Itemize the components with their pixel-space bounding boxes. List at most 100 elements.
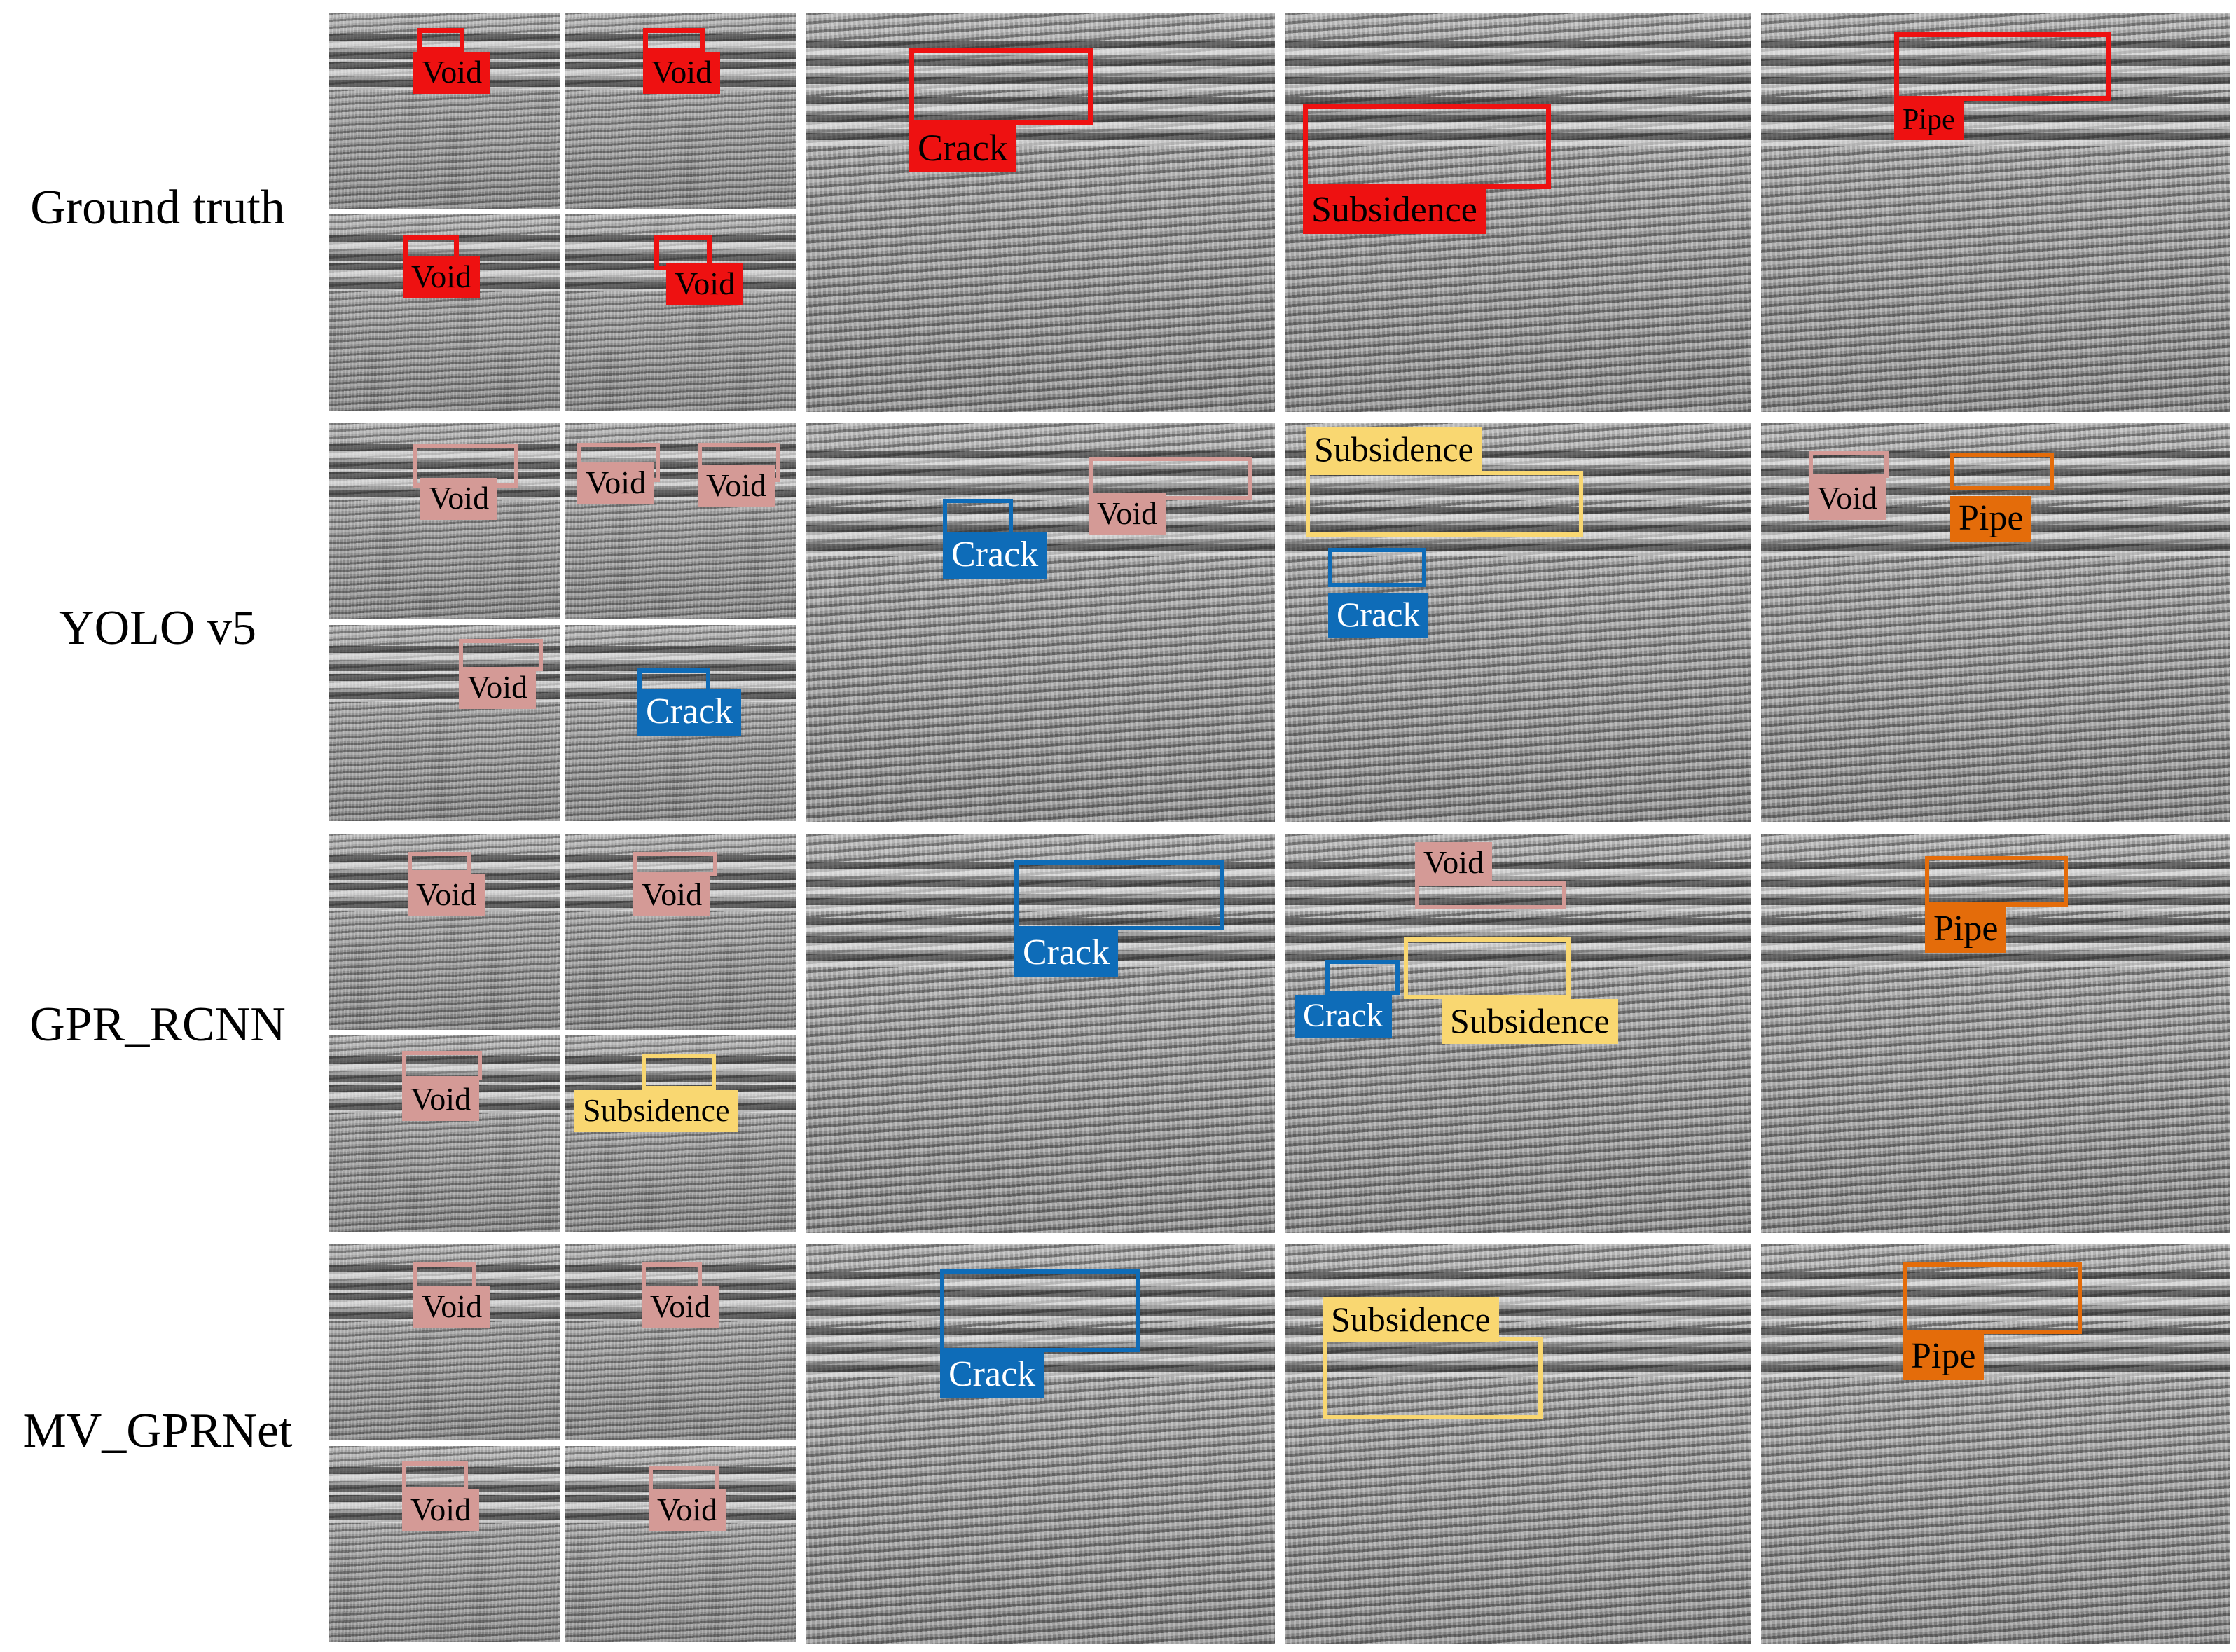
detection-label-pipe: Pipe [1894,101,1964,140]
reflection-band [329,444,560,472]
detection-label-subsidence: Subsidence [1442,999,1618,1044]
detection-label-void: Void [1809,478,1886,520]
bounding-box-pipe [1894,32,2111,101]
bounding-box-void [1415,881,1566,909]
detection-label-pipe: Pipe [1950,496,2032,542]
gpr-scan-large: Crack Void [806,423,1275,822]
detection-label-crack: Crack [637,689,742,736]
gpr-scan-small: Void [565,214,796,411]
gpr-scan-small: Void Void [565,423,796,619]
gpr-scan-large: Subsidence [1285,1244,1751,1644]
bounding-box-void [417,28,464,52]
gpr-scan-small: Void [565,13,796,209]
bounding-box-crack [1325,960,1400,995]
bounding-box-pipe [1950,453,2054,490]
gpr-scan-small: Void [329,834,560,1030]
detection-label-void: Void [402,1079,480,1121]
gpr-scan-large: Subsidence Crack [1285,423,1751,822]
bounding-box-subsidence [1306,471,1583,537]
gpr-scan-small: Void [329,1244,560,1440]
detection-label-void: Void [408,874,485,916]
gpr-scan-large: Pipe [1761,13,2230,412]
bounding-box-crack [940,1269,1140,1352]
detection-label-subsidence: Subsidence [1306,427,1482,472]
row-label: MV_GPRNet [22,1404,293,1458]
detection-label-pipe: Pipe [1903,1334,1985,1380]
gpr-scan-large: Crack [806,1244,1275,1644]
gpr-scan-small: Void [329,1446,560,1642]
detection-label-void: Void [413,1286,491,1328]
detection-label-subsidence: Subsidence [1303,188,1486,234]
bounding-box-subsidence [1303,104,1551,189]
bounding-box-pipe [1903,1262,2082,1334]
gpr-scan-large: Pipe [1761,834,2230,1233]
bounding-box-void [1089,457,1252,500]
gpr-scan-small: Void [565,834,796,1030]
row-label: YOLO v5 [59,601,256,655]
detection-label-void: Void [459,667,537,709]
bounding-box-subsidence [1404,937,1571,999]
detection-label-crack: Crack [1014,930,1119,977]
gpr-scan-large: Pipe [1761,1244,2230,1644]
reflection-band [1285,918,1751,967]
gpr-scan-large: Crack [806,13,1275,412]
detection-label-crack: Crack [909,125,1016,172]
detection-label-crack: Crack [940,1352,1044,1398]
detection-label-void: Void [413,52,491,94]
detection-label-void: Void [649,1489,726,1531]
row-label: Ground truth [30,181,285,235]
reflection-band [806,862,1275,911]
bounding-box-crack [909,48,1093,125]
bounding-box-subsidence [1323,1337,1543,1419]
detection-label-void: Void [577,462,655,504]
bounding-box-void [402,1461,468,1491]
detection-label-void: Void [402,1489,480,1531]
gpr-scan-small: Void [565,1446,796,1642]
gpr-scan-small: Void [329,625,560,821]
gpr-scan-small: Void [329,423,560,619]
row-label: GPR_RCNN [29,998,286,1052]
reflection-band [1285,862,1751,911]
detection-label-void: Void [698,465,775,507]
detection-label-pipe: Pipe [1925,907,2007,953]
detection-label-void: Void [643,52,721,94]
gpr-scan-small: Subsidence [565,1035,796,1232]
bounding-box-pipe [1925,856,2068,907]
gpr-scan-large: Void Crack Subsidence [1285,834,1751,1233]
bounding-box-void [408,852,471,874]
bounding-box-crack [1328,548,1426,587]
detection-label-void: Void [666,263,744,305]
reflection-band [1285,41,1751,90]
reflection-band [1761,41,2230,90]
gpr-scan-small: Void [565,1244,796,1440]
gpr-scan-small: Crack [565,625,796,821]
detection-label-crack: Crack [943,532,1047,579]
detection-label-void: Void [1089,493,1166,535]
bounding-box-void [633,852,717,876]
gpr-scan-large: Crack [806,834,1275,1233]
gpr-scan-small: Void [329,214,560,411]
reflection-band [1761,97,2230,146]
bounding-box-crack [1014,860,1224,930]
detection-label-crack: Crack [1328,593,1429,638]
bounding-box-void [643,28,705,53]
detection-label-void: Void [403,256,481,298]
gpr-scan-small: Void [329,13,560,209]
gpr-scan-large: Void Pipe [1761,423,2230,822]
reflection-band [806,1272,1275,1321]
bounding-box-void [1809,451,1889,478]
detection-label-void: Void [642,1286,719,1328]
gpr-scan-small: Void [329,1035,560,1232]
gpr-scan-large: Subsidence [1285,13,1751,412]
bounding-box-crack [943,499,1013,537]
bounding-box-subsidence [642,1054,716,1090]
detection-label-subsidence: Subsidence [1323,1297,1499,1342]
detection-label-void: Void [1415,842,1493,884]
reflection-band [1761,1272,2230,1321]
detection-label-subsidence: Subsidence [574,1090,738,1132]
reflection-band [565,1056,796,1085]
bounding-box-void [402,1051,482,1080]
reflection-band [1761,1328,2230,1377]
detection-label-void: Void [420,478,498,520]
detection-label-crack: Crack [1295,995,1392,1038]
